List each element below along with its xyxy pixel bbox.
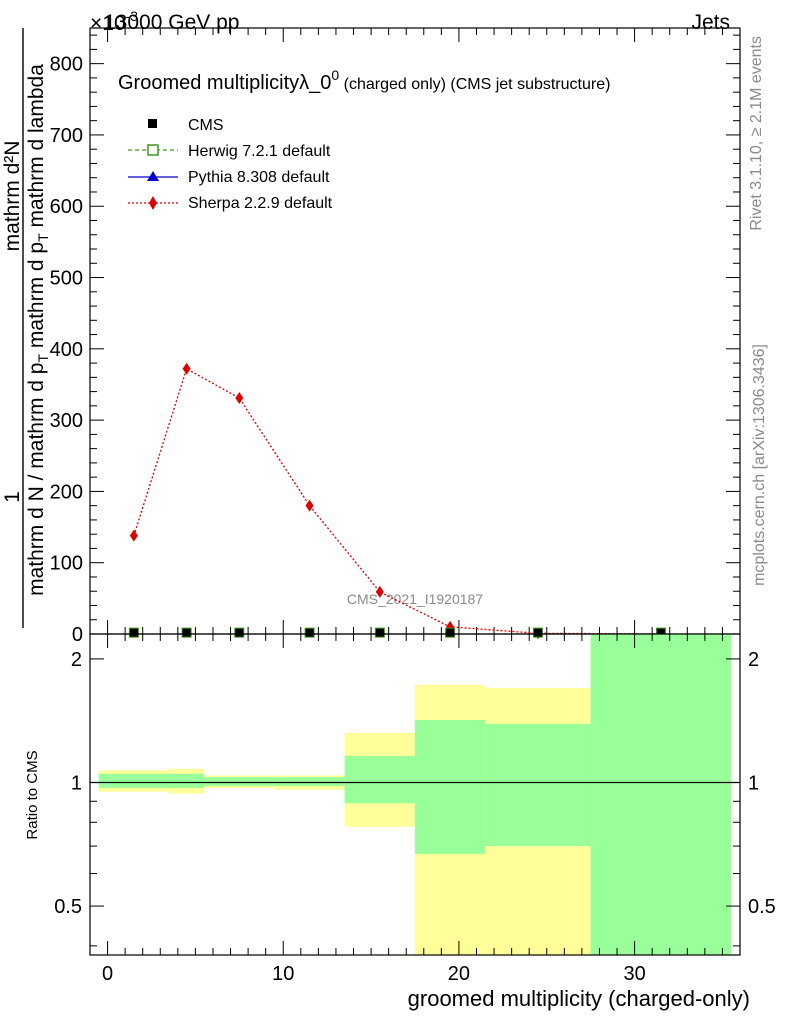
ratio-bands (98, 634, 732, 955)
exponent-label: ×10-3 (90, 8, 138, 35)
y-tick-label: 400 (50, 339, 83, 361)
ratio-ticks: 0 10 20 30 0.5 0.5 1 1 2 2 (54, 634, 776, 985)
ratio-panel: 0 10 20 30 0.5 0.5 1 1 2 2 (54, 633, 776, 985)
sherpa-point (129, 529, 138, 542)
legend-item-sherpa: Sherpa 2.2.9 default (128, 195, 333, 212)
cms-point (129, 628, 138, 637)
legend-sherpa-label: Sherpa 2.2.9 default (188, 195, 333, 212)
energy-label: 13000 GeV pp (104, 11, 239, 34)
ratio-band-green (344, 756, 415, 804)
y-label-one: 1 (1, 491, 24, 503)
ratio-band-green (204, 777, 275, 787)
legend-cms-marker (148, 119, 157, 128)
cms-point (182, 628, 191, 637)
y-tick-label: 600 (50, 196, 83, 218)
x-tick-label: 10 (272, 963, 294, 985)
y-tick-label: 300 (50, 410, 83, 432)
ratio-y-tick-label: 0.5 (54, 896, 82, 918)
x-tick-label: 0 (102, 963, 113, 985)
y-tick-label: 700 (50, 125, 83, 147)
ratio-y-tick-label-right: 0.5 (748, 896, 776, 918)
cms-series-points (128, 627, 666, 638)
plot-title: Groomed multiplicityλ_00 (charged only) … (118, 67, 610, 94)
y-tick-label: 500 (50, 268, 83, 290)
ratio-frame (89, 633, 741, 956)
sherpa-series-line (133, 367, 661, 635)
legend-herwig-label: Herwig 7.2.1 default (188, 143, 331, 160)
ratio-band-green (415, 719, 486, 854)
ratio-band-green (485, 723, 591, 847)
x-tick-label: 30 (623, 963, 645, 985)
legend: CMS Herwig 7.2.1 default Pythia 8.308 de… (128, 117, 333, 212)
sherpa-point (235, 392, 244, 405)
sherpa-point (182, 362, 191, 375)
ratio-band-green (590, 634, 732, 955)
y-label-denominator: mathrm d N / mathrm d pT mathrm d pT mat… (25, 64, 51, 596)
legend-item-cms: CMS (148, 117, 224, 134)
legend-pythia-marker (147, 171, 159, 181)
y-label-numerator: mathrm d²N (1, 141, 24, 252)
ratio-y-tick-label-right: 2 (748, 649, 759, 671)
jets-label: Jets (691, 11, 730, 34)
ratio-band-green (274, 777, 345, 787)
cms-point (656, 628, 665, 637)
ratio-band-green (98, 773, 170, 788)
ratio-y-label: Ratio to CMS (24, 750, 41, 839)
y-tick-label: 100 (50, 553, 83, 575)
ratio-y-tick-label-right: 1 (748, 772, 759, 794)
top-y-ticks: 0 100 200 300 400 500 600 700 800 (50, 34, 740, 646)
sherpa-point (305, 499, 314, 512)
cms-point (446, 628, 455, 637)
y-tick-label: 800 (50, 54, 83, 76)
rivet-label: Rivet 3.1.10, ≥ 2.1M events (748, 36, 765, 231)
top-x-ticks (89, 28, 741, 634)
y-tick-label: 0 (72, 624, 83, 646)
y-tick-label: 200 (50, 481, 83, 503)
legend-pythia-label: Pythia 8.308 default (188, 169, 330, 186)
analysis-watermark: CMS_2021_I1920187 (347, 591, 483, 607)
main-plot-panel: 0 100 200 300 400 500 600 700 800 CMS_2021_I1920… (50, 27, 741, 646)
legend-sherpa-marker (149, 196, 157, 210)
x-axis-label: groomed multiplicity (charged-only) (408, 986, 750, 1011)
cms-point (533, 628, 542, 637)
legend-cms-label: CMS (188, 117, 224, 134)
cms-point (235, 628, 244, 637)
ratio-y-tick-label: 1 (71, 772, 82, 794)
mcplots-label: mcplots.cern.ch [arXiv:1306.3436] (751, 344, 768, 586)
cms-point (375, 628, 384, 637)
sherpa-point (375, 585, 384, 598)
x-tick-label: 20 (448, 963, 470, 985)
ratio-y-tick-label: 2 (71, 649, 82, 671)
legend-herwig-marker (147, 144, 159, 156)
y-axis-label: 1 mathrm d²N mathrm d N / mathrm d pT ma… (1, 28, 51, 628)
legend-item-herwig: Herwig 7.2.1 default (128, 143, 331, 160)
cms-point (305, 628, 314, 637)
ratio-band-green (169, 773, 205, 788)
legend-item-pythia: Pythia 8.308 default (128, 169, 330, 186)
